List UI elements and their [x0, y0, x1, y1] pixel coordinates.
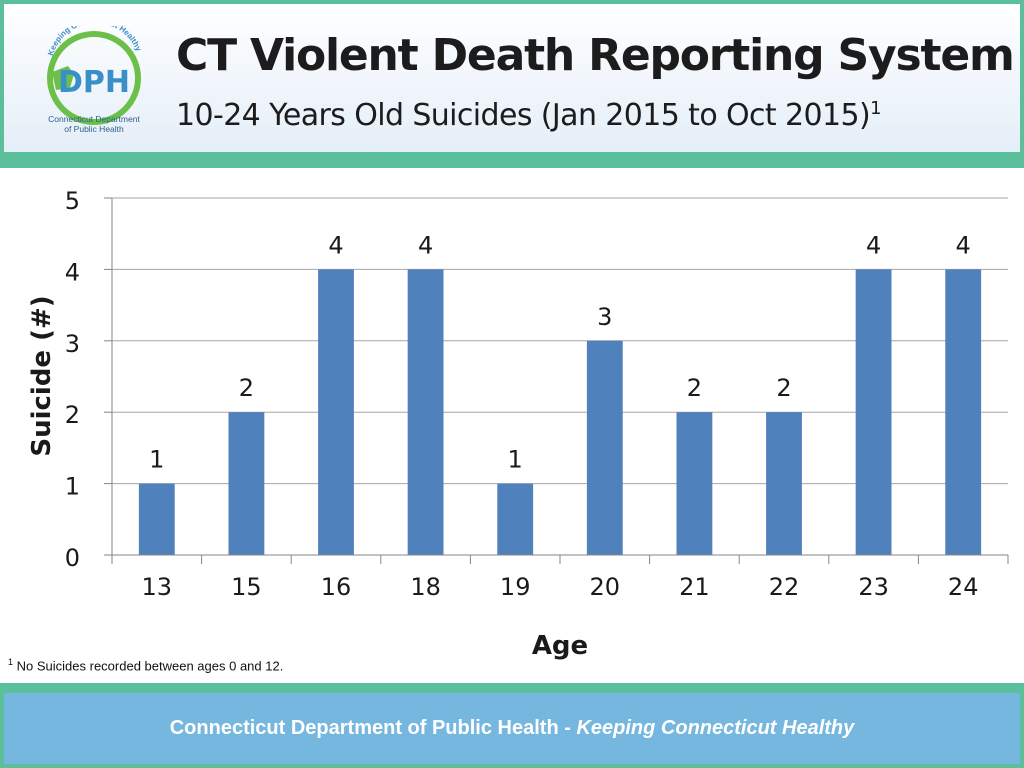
logo-ring-icon	[47, 31, 141, 125]
header-band: Keeping Connecticut Healthy DPH Connecti…	[0, 0, 1024, 168]
x-tick-label: 22	[769, 573, 800, 601]
page-title: CT Violent Death Reporting System	[176, 30, 1015, 81]
bar	[138, 483, 175, 555]
data-label: 1	[508, 446, 523, 474]
data-label: 4	[866, 231, 881, 259]
bar	[407, 269, 444, 555]
footnote-text: No Suicides recorded between ages 0 and …	[16, 658, 284, 674]
x-axis-title: Age	[532, 631, 588, 661]
x-tick-label: 24	[948, 573, 979, 601]
y-tick-label: 0	[65, 544, 80, 572]
footnote: 1 No Suicides recorded between ages 0 an…	[8, 657, 283, 673]
data-label: 4	[418, 231, 433, 259]
footer-separator: -	[558, 717, 577, 739]
bar	[318, 269, 354, 555]
data-label: 4	[956, 231, 971, 259]
x-tick-label: 23	[858, 573, 889, 601]
data-label: 2	[687, 374, 702, 402]
bar	[766, 412, 802, 555]
footer-org: Connecticut Department of Public Health	[169, 717, 559, 739]
chart-bars	[138, 269, 982, 555]
logo-caption-line1: Connecticut Department	[48, 114, 140, 124]
bar	[497, 483, 534, 555]
y-axis-title: Suicide (#)	[27, 295, 57, 456]
subtitle-note-marker: 1	[870, 98, 881, 119]
y-tick-label: 4	[65, 258, 80, 286]
x-tick-label: 13	[142, 573, 173, 601]
connecticut-map-icon	[52, 66, 74, 90]
x-tick-label: 21	[679, 573, 710, 601]
data-label: 2	[239, 374, 254, 402]
bar	[855, 269, 892, 555]
x-tick-label: 19	[500, 573, 531, 601]
chart-data-labels: 1 2 4 4 1 3 2 2 4 4	[149, 231, 971, 473]
footnote-marker: 1	[8, 657, 14, 667]
y-tick-label: 3	[65, 330, 80, 358]
bar	[676, 412, 713, 555]
page-subtitle: 10-24 Years Old Suicides (Jan 2015 to Oc…	[176, 98, 882, 133]
y-tick-label: 2	[65, 401, 80, 429]
x-tick-label: 20	[590, 573, 621, 601]
dph-logo: Keeping Connecticut Healthy DPH Connecti…	[46, 26, 143, 134]
data-label: 4	[328, 231, 343, 259]
subtitle-text: 10-24 Years Old Suicides (Jan 2015 to Oc…	[176, 98, 871, 133]
y-tick-label: 5	[65, 187, 80, 215]
bar	[586, 340, 623, 555]
data-label: 1	[149, 446, 164, 474]
footer-band: Connecticut Department of Public Health …	[0, 683, 1024, 768]
x-tick-label: 15	[231, 573, 262, 601]
bar	[228, 412, 265, 555]
x-tick-label: 18	[410, 573, 441, 601]
logo-acronym: DPH	[58, 65, 130, 100]
logo-caption-line2: of Public Health	[64, 124, 124, 134]
footer-tagline: Keeping Connecticut Healthy	[576, 717, 855, 739]
footer-panel: Connecticut Department of Public Health …	[4, 693, 1020, 764]
header-panel: Keeping Connecticut Healthy DPH Connecti…	[4, 4, 1020, 152]
data-label: 2	[776, 374, 791, 402]
data-label: 3	[597, 303, 612, 331]
y-tick-label: 1	[65, 473, 80, 501]
bar	[945, 269, 982, 555]
x-tick-label: 16	[321, 573, 352, 601]
